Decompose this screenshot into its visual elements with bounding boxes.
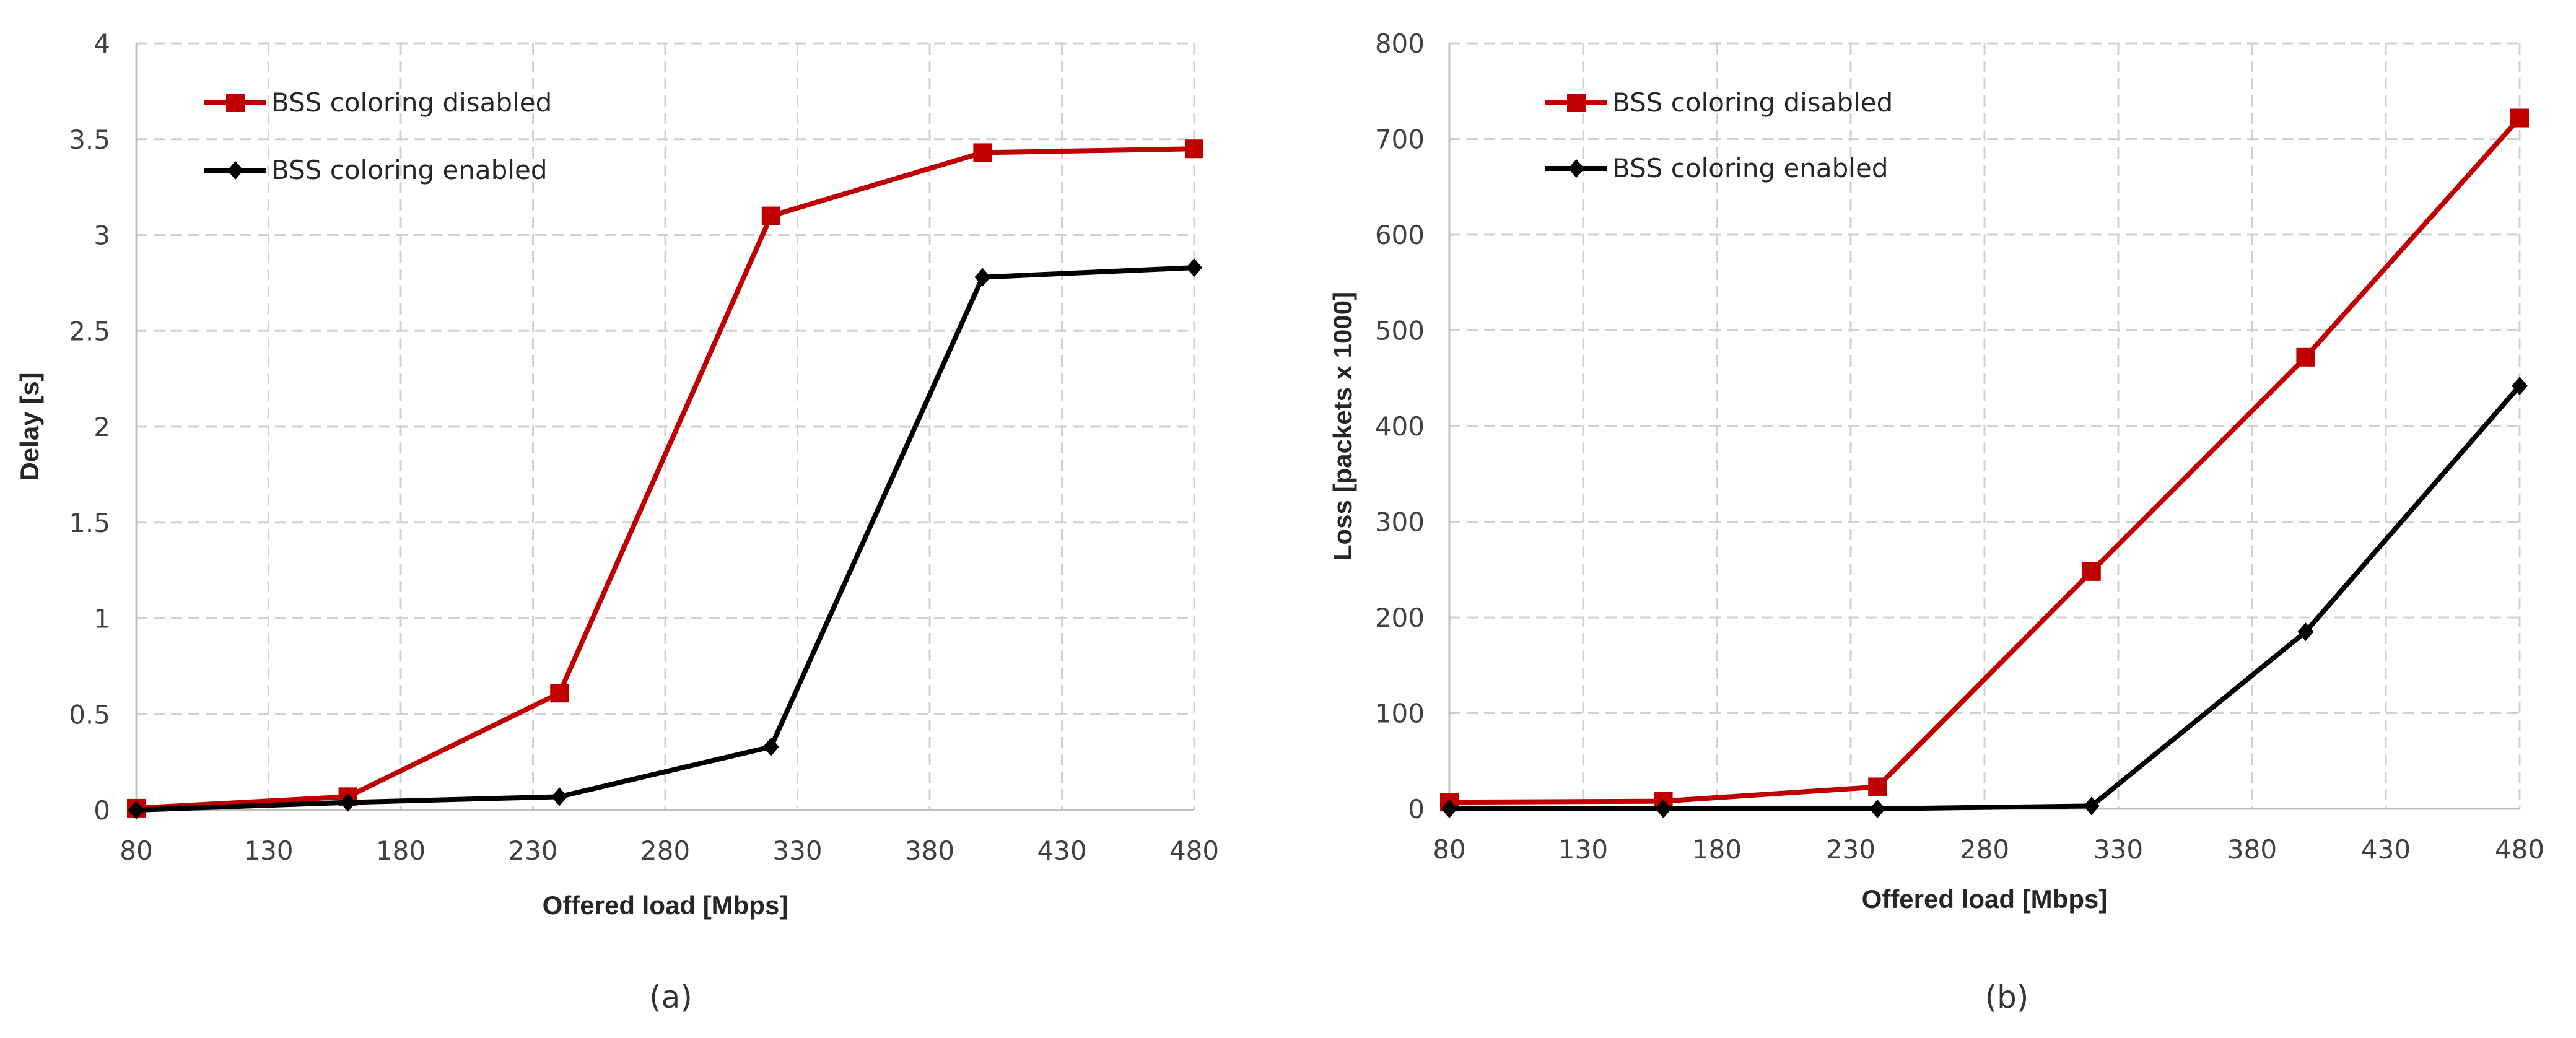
data-point [1655,800,1672,818]
x-axis-title: Offered load [Mbps] [543,891,788,920]
x-tick-label: 480 [2495,834,2544,865]
x-tick-label: 280 [1960,834,2009,865]
y-axis-title: Delay [s] [15,372,44,481]
x-tick-label: 130 [1558,834,1608,865]
y-tick-label: 800 [1375,28,1425,59]
legend-marker [226,94,245,112]
data-point [551,787,568,806]
legend-item-disabled: BSS coloring disabled [204,87,552,118]
x-tick-label: 80 [120,835,152,866]
x-tick-label: 230 [1826,834,1875,865]
legend-marker [1568,159,1584,178]
data-point [1185,139,1203,159]
data-point [1869,800,1886,818]
legend-label: BSS coloring enabled [271,155,548,185]
x-axis-title: Offered load [Mbps] [1862,884,2108,914]
series-line [136,146,1195,811]
x-tick-label: 80 [1433,834,1465,865]
legend-item-enabled: BSS coloring enabled [1545,153,1888,183]
data-point [550,684,569,703]
legend-label: BSS coloring disabled [271,87,552,118]
y-tick-label: 300 [1375,507,1425,538]
x-tick-label: 330 [772,835,822,866]
y-tick-label: 600 [1375,220,1425,250]
y-tick-label: 3.5 [69,124,110,155]
data-point [762,737,779,756]
data-point [2082,562,2101,581]
data-point [974,268,991,287]
data-point [2510,108,2529,128]
y-tick-label: 2.5 [69,316,110,346]
legend-item-disabled: BSS coloring disabled [1545,87,1893,118]
y-tick-label: 2 [94,412,110,442]
x-tick-label: 430 [2361,834,2411,865]
y-tick-label: 400 [1375,411,1425,442]
series-line [1449,116,2521,805]
data-point [1868,777,1887,796]
chart-a: 80 130 180 230 280 330 380 430 480 0 0.5 1 1.5 2 2.5 3 3… [15,28,1219,1015]
x-tick-label: 430 [1037,835,1086,866]
y-tick-label: 100 [1375,699,1425,729]
legend-item-enabled: BSS coloring enabled [204,155,548,185]
legend-label: BSS coloring disabled [1612,87,1893,118]
data-point [2512,377,2528,396]
data-point [2296,347,2315,367]
series-line [1449,384,2522,811]
y-tick-label: 200 [1375,603,1425,633]
y-tick-label: 0 [1408,794,1425,824]
x-tick-label: 180 [1692,834,1742,865]
legend-marker [227,161,243,180]
x-tick-label: 330 [2094,834,2143,865]
x-tick-label: 130 [243,835,293,866]
data-point [1441,800,1457,818]
data-point [339,793,356,812]
data-point [128,801,144,819]
legend-label: BSS coloring enabled [1612,153,1888,183]
series-enabled [1441,377,2528,818]
x-tick-label: 230 [508,835,557,866]
y-tick-label: 0 [94,795,110,826]
x-tick-label: 480 [1169,835,1219,866]
x-tick-label: 180 [376,835,426,866]
data-point [973,143,992,162]
chart-b: 80 130 180 230 280 330 380 430 480 0 100 200 300 400 5… [1328,28,2544,1015]
data-point [2297,622,2314,642]
y-tick-label: 500 [1375,316,1425,346]
y-tick-label: 1.5 [69,508,110,538]
y-tick-label: 700 [1375,124,1425,155]
series-enabled [128,258,1202,819]
panel-caption: (a) [649,979,692,1015]
y-tick-label: 3 [94,220,110,251]
y-tick-label: 1 [94,604,110,634]
panel-caption: (b) [1985,979,2029,1015]
series-line [136,265,1195,813]
x-tick-label: 380 [905,835,954,866]
x-tick-label: 380 [2227,834,2277,865]
data-point [761,206,780,225]
y-tick-label: 4 [94,28,110,59]
y-tick-label: 0.5 [69,699,110,730]
data-point [1186,258,1202,277]
y-axis-title: Loss [packets x 1000] [1328,292,1357,560]
data-point [2083,796,2100,816]
legend-marker [1567,94,1586,112]
x-tick-label: 280 [640,835,690,866]
